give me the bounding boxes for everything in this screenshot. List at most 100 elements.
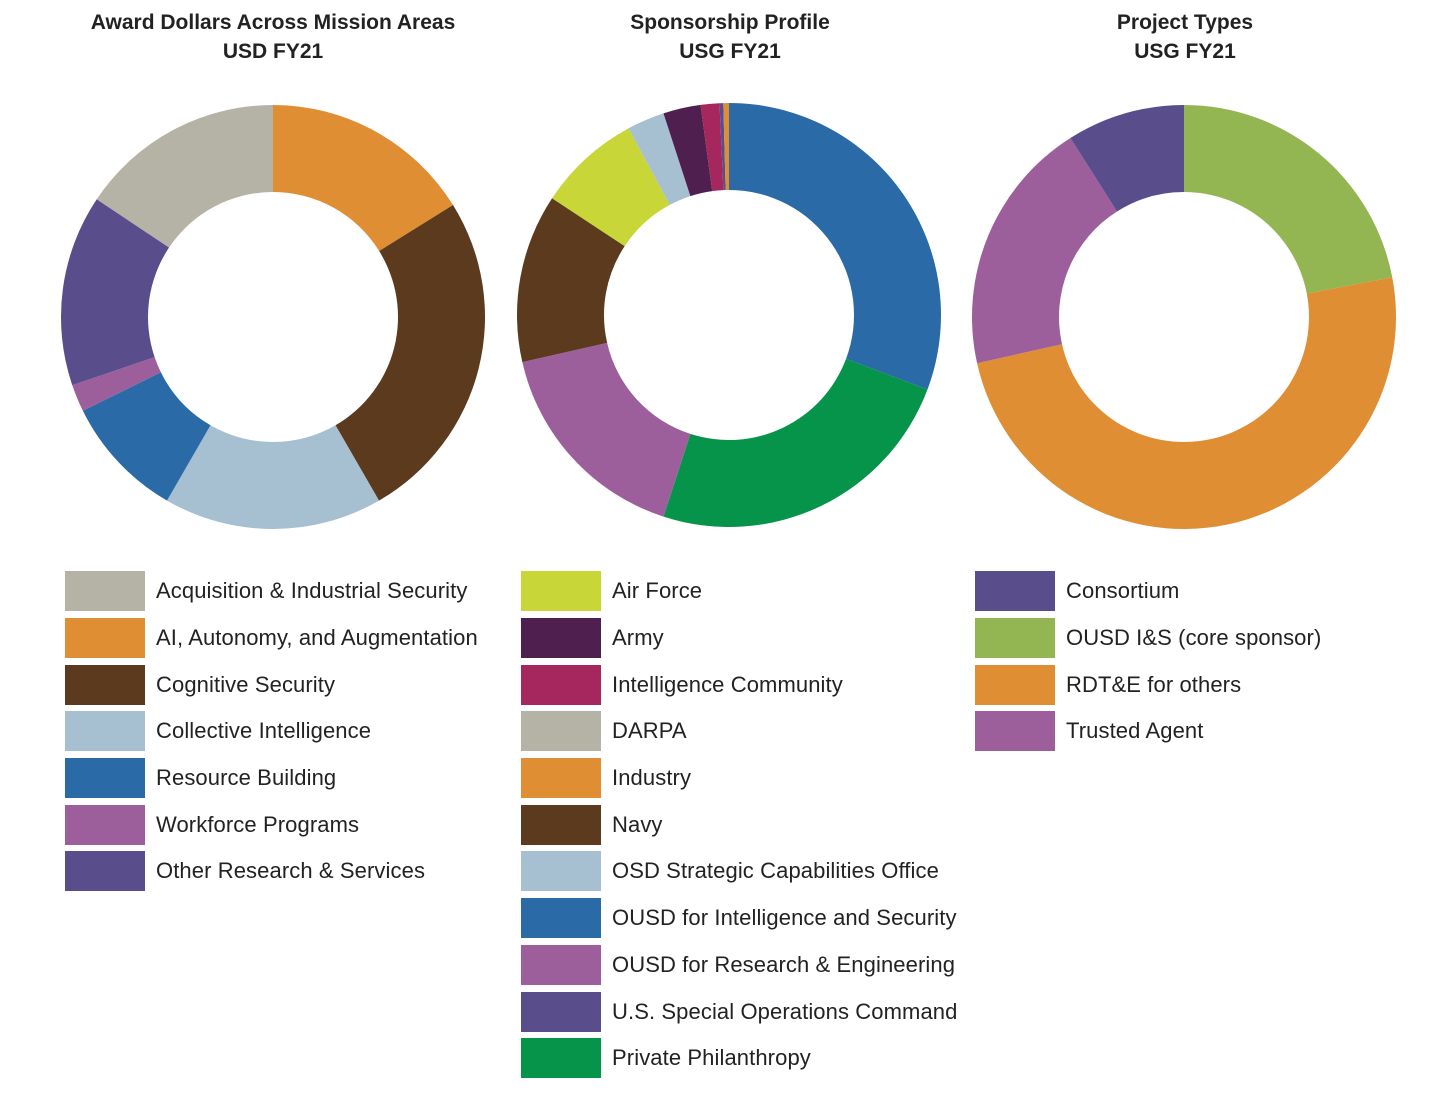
chart-title: Sponsorship Profile USG FY21 <box>500 8 960 66</box>
legend: Acquisition & Industrial Security AI, Aut… <box>65 568 478 895</box>
donut-chart <box>517 103 941 527</box>
legend-label: Industry <box>612 765 692 791</box>
slice-workforce-programs <box>72 357 161 411</box>
legend-item-ai-autonomy-and-augmentation: AI, Autonomy, and Augmentation <box>65 615 478 662</box>
legend-item-acquisition-and-industrial-security: Acquisition & Industrial Security <box>65 568 478 615</box>
legend-swatch <box>65 664 145 705</box>
slice-ai-autonomy-and-augmentation <box>273 105 454 251</box>
slice-trusted-agent <box>972 138 1118 364</box>
legend-item-ousd-for-research-and-engineering: OUSD for Research & Engineering <box>521 942 957 989</box>
slice-consortium <box>1070 105 1184 212</box>
legend-label: Collective Intelligence <box>156 718 372 744</box>
legend: Consortium OUSD I&S (core sponsor) RDT&E f… <box>975 568 1321 755</box>
slice-u-s-special-operations-command <box>719 103 726 191</box>
legend-item-cognitive-security: Cognitive Security <box>65 661 478 708</box>
legend-label: Navy <box>612 811 663 837</box>
legend-swatch <box>521 804 601 845</box>
slice-industry <box>723 103 729 191</box>
legend-item-intelligence-community: Intelligence Community <box>521 661 957 708</box>
legend-item-ousd-iands-core-sponsor: OUSD I&S (core sponsor) <box>975 615 1321 662</box>
slice-intelligence-community <box>700 103 724 192</box>
legend-item-rdtande-for-others: RDT&E for others <box>975 661 1321 708</box>
slice-resource-building <box>82 372 211 501</box>
legend-swatch <box>65 711 145 752</box>
slice-osd-strategic-capabilities-office <box>628 113 691 205</box>
legend-swatch <box>521 664 601 705</box>
slice-acquisition-and-industrial-security <box>96 105 273 248</box>
legend-swatch <box>975 711 1055 752</box>
chart-subtitle: USG FY21 <box>679 40 781 63</box>
legend-label: Intelligence Community <box>612 671 843 697</box>
chart-title-line: Project Types <box>1116 11 1254 34</box>
legend-label: Cognitive Security <box>156 671 336 697</box>
legend-label: OUSD for Research & Engineering <box>612 951 956 977</box>
legend-item-ousd-for-intelligence-and-security: OUSD for Intelligence and Security <box>521 895 957 942</box>
legend-swatch <box>521 944 601 985</box>
slice-collective-intelligence <box>167 425 379 529</box>
legend-item-navy: Navy <box>521 801 957 848</box>
chart-title-line: Award Dollars Across Mission Areas <box>90 11 456 34</box>
legend-label: Trusted Agent <box>1066 718 1204 744</box>
legend-label: OUSD I&S (core sponsor) <box>1066 625 1322 651</box>
legend-item-u-s-special-operations-command: U.S. Special Operations Command <box>521 988 957 1035</box>
legend-swatch <box>521 571 601 612</box>
chart-title: Award Dollars Across Mission Areas USD F… <box>0 8 546 66</box>
legend-label: Acquisition & Industrial Security <box>156 578 468 604</box>
slice-ousd-iands-core-sponsor <box>1184 105 1393 294</box>
legend-label: DARPA <box>612 718 687 744</box>
legend-item-consortium: Consortium <box>975 568 1321 615</box>
legend: Air Force Army Intelligence Community DARPA… <box>521 568 957 1082</box>
slice-rdtande-for-others <box>977 277 1396 530</box>
legend-item-industry: Industry <box>521 755 957 802</box>
donut-chart <box>972 105 1396 530</box>
legend-swatch <box>975 571 1055 612</box>
legend-swatch <box>65 571 145 612</box>
legend-swatch <box>521 991 601 1032</box>
legend-swatch <box>521 851 601 892</box>
legend-label: Private Philanthropy <box>612 1045 811 1071</box>
legend-swatch <box>65 618 145 659</box>
legend-item-workforce-programs: Workforce Programs <box>65 801 478 848</box>
chart-title: Project Types USG FY21 <box>960 8 1410 66</box>
chart-subtitle: USD FY21 <box>222 40 324 63</box>
legend-label: Other Research & Services <box>156 858 426 884</box>
legend-label: AI, Autonomy, and Augmentation <box>156 625 478 651</box>
slice-ousd-for-research-and-engineering <box>522 342 691 517</box>
slice-private-philanthropy <box>663 358 928 527</box>
slice-ousd-for-intelligence-and-security <box>729 103 941 390</box>
legend-item-other-research-and-services: Other Research & Services <box>65 848 478 895</box>
legend-swatch <box>65 851 145 892</box>
legend-item-osd-strategic-capabilities-office: OSD Strategic Capabilities Office <box>521 848 957 895</box>
chart-subtitle: USG FY21 <box>1134 40 1236 63</box>
legend-label: OSD Strategic Capabilities Office <box>612 858 939 884</box>
legend-item-darpa: DARPA <box>521 708 957 755</box>
legend-swatch <box>65 758 145 799</box>
legend-item-trusted-agent: Trusted Agent <box>975 708 1321 755</box>
slice-navy <box>517 198 625 363</box>
legend-label: Consortium <box>1066 578 1180 604</box>
legend-swatch <box>521 711 601 752</box>
legend-label: RDT&E for others <box>1066 671 1242 697</box>
legend-item-resource-building: Resource Building <box>65 755 478 802</box>
legend-label: Air Force <box>612 578 703 604</box>
legend-swatch <box>521 618 601 659</box>
legend-swatch <box>521 1038 601 1079</box>
legend-swatch <box>521 758 601 799</box>
legend-item-collective-intelligence: Collective Intelligence <box>65 708 478 755</box>
legend-swatch <box>65 804 145 845</box>
legend-label: Workforce Programs <box>156 811 360 837</box>
legend-label: OUSD for Intelligence and Security <box>612 905 957 931</box>
slice-air-force <box>552 128 670 247</box>
legend-swatch <box>975 618 1055 659</box>
legend-swatch <box>521 898 601 939</box>
donut-chart <box>61 105 485 529</box>
legend-item-army: Army <box>521 615 957 662</box>
legend-item-private-philanthropy: Private Philanthropy <box>521 1035 957 1082</box>
legend-item-air-force: Air Force <box>521 568 957 615</box>
chart-title-line: Sponsorship Profile <box>630 11 830 34</box>
slice-other-research-and-services <box>61 199 170 386</box>
slice-army <box>663 104 713 197</box>
legend-swatch <box>975 664 1055 705</box>
legend-label: Army <box>612 625 664 651</box>
slice-cognitive-security <box>335 205 485 501</box>
